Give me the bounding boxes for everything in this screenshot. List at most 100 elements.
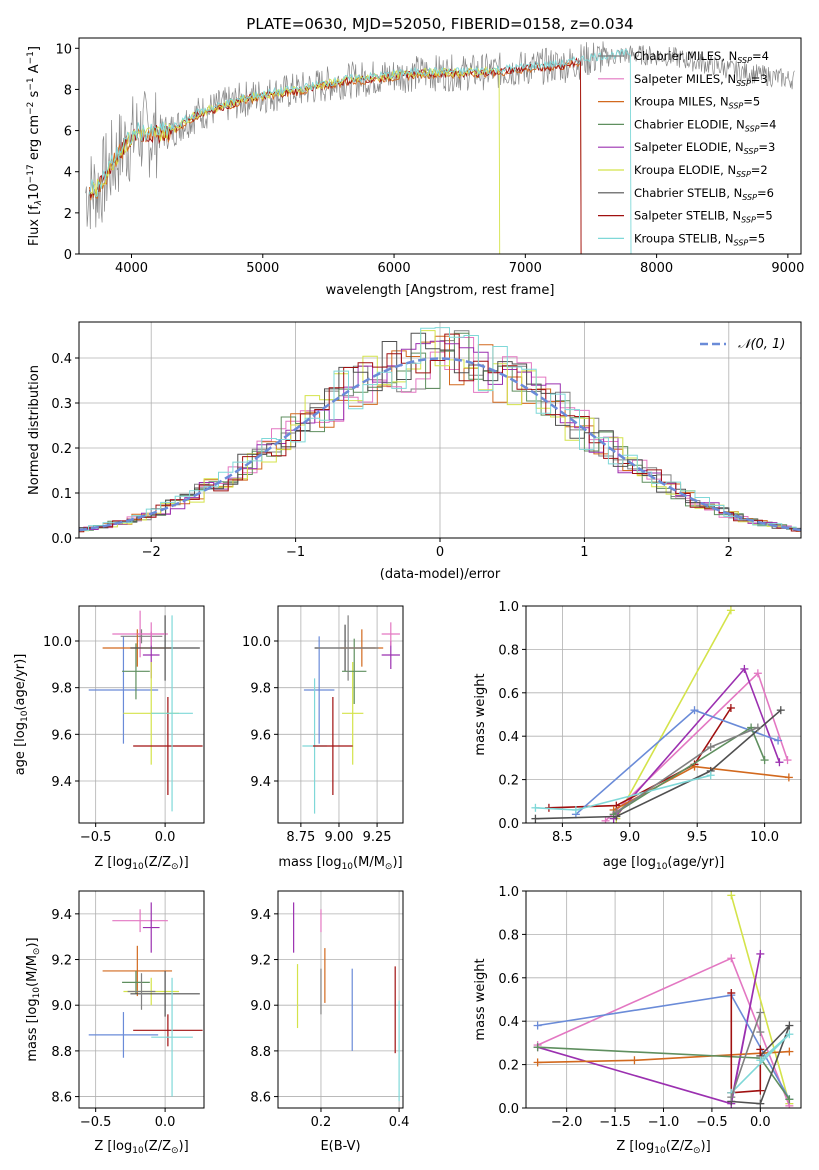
tick-label: −1 — [286, 545, 305, 560]
normal-curve — [79, 357, 801, 532]
spectrum-ylabel: Flux [fλ10−17 erg cm−2 s−1 A−1] — [26, 46, 44, 246]
tick-label: 0.4 — [498, 730, 519, 745]
errorbar-point — [133, 1014, 203, 1047]
errorbar-point — [133, 697, 203, 795]
model-spectrum — [89, 48, 632, 254]
errorbar-point — [120, 629, 163, 644]
tick-label: 4000 — [115, 261, 148, 276]
tick-label: −0.5 — [80, 1115, 112, 1130]
age-weight-panel: 8.5 9.0 9.5 10.0 0.0 0.2 0.4 0.6 0.8 1.0 age [log1… — [473, 600, 802, 872]
weight-marker — [776, 706, 785, 715]
weight-series — [727, 1008, 765, 1102]
z-age-marks — [88, 610, 203, 812]
weight-marker — [785, 1030, 794, 1039]
weight-marker — [601, 816, 610, 823]
weight-series — [612, 723, 762, 817]
legend-entry: Salpeter STELIB, NSSP=5 — [634, 209, 773, 225]
weight-marker — [753, 669, 762, 678]
errorbar-point — [130, 615, 200, 681]
tick-label: 8 — [64, 83, 72, 98]
mass-age-panel: 8.75 9.00 9.25 9.4 9.6 9.8 10.0 mass [log10(M/M… — [242, 605, 404, 872]
tick-label: −2.0 — [551, 1115, 583, 1130]
tick-label: 9.8 — [250, 682, 271, 697]
tick-label: 0.0 — [750, 1115, 771, 1130]
age-weight-xlabel: age [log10(age/yr)] — [603, 855, 725, 872]
tick-label: 1 — [580, 545, 588, 560]
weight-marker — [775, 758, 784, 767]
spectrum-legend: Chabrier MILES, NSSP=4 Salpeter MILES, NS… — [598, 49, 776, 247]
tick-label: −2 — [142, 545, 161, 560]
weight-marker — [756, 1056, 765, 1065]
weight-marker — [706, 743, 715, 752]
tick-label: 6 — [64, 125, 72, 140]
z-age-xlabel: Z [log10(Z/Z⊙)] — [94, 855, 188, 872]
z-weight-ylabel: mass weight — [473, 958, 488, 1040]
errorbar-point — [317, 615, 379, 681]
residuals-panel: −2 −1 0 1 2 0.0 0.1 0.2 0.3 0.4 (data-model)/erro… — [27, 321, 802, 582]
weight-line — [575, 709, 779, 815]
weight-series — [609, 664, 784, 823]
tick-label: 0.2 — [51, 442, 72, 457]
tick-label: 6000 — [378, 261, 411, 276]
legend-entry: Chabrier MILES, NSSP=4 — [634, 49, 769, 65]
weight-marker — [727, 954, 736, 963]
errorbar-point — [142, 902, 160, 953]
weight-marker — [726, 703, 735, 712]
tick-label: 0.0 — [498, 817, 519, 832]
weight-marker — [756, 1099, 765, 1108]
errorbar-point — [303, 636, 335, 744]
tick-label: 0.4 — [389, 1115, 410, 1130]
tick-label: 9.6 — [51, 728, 72, 743]
legend-entry: Chabrier STELIB, NSSP=6 — [634, 186, 774, 202]
weight-marker — [774, 736, 783, 745]
weight-line — [615, 609, 732, 820]
weight-marker — [533, 1058, 542, 1067]
legend-entry: Chabrier ELODIE, NSSP=4 — [634, 117, 776, 133]
legend-entry: Kroupa ELODIE, NSSP=2 — [634, 163, 768, 179]
residuals-ticks: −2 −1 0 1 2 0.0 0.1 0.2 0.3 0.4 — [51, 352, 733, 560]
z-weight-marks — [533, 891, 794, 1108]
tick-label: 0.2 — [311, 1115, 332, 1130]
tick-label: 1.0 — [498, 600, 519, 615]
weight-line — [537, 953, 762, 1105]
tick-label: 2 — [725, 545, 733, 560]
tick-label: 0 — [64, 248, 72, 263]
ebv-mass-xlabel: E(B-V) — [320, 1139, 360, 1154]
errorbar-point — [127, 973, 156, 1010]
weight-series — [571, 706, 783, 819]
spectrum-panel: PLATE=0630, MJD=52050, FIBERID=0158, z=0… — [26, 15, 804, 298]
tick-label: 0.6 — [498, 972, 519, 987]
mass-age-xlabel: mass [log10(M/M⊙)] — [278, 855, 402, 872]
tick-label: 9.6 — [250, 728, 271, 743]
weight-marker — [727, 891, 736, 900]
tick-label: 0.2 — [498, 1059, 519, 1074]
tick-label: 8.5 — [552, 830, 573, 845]
z-mass-frame — [78, 890, 205, 1109]
z-age-ylabel: age [log10(age/yr)] — [13, 654, 30, 776]
weight-marker — [760, 756, 769, 765]
weight-marker — [533, 1043, 542, 1052]
tick-label: 8.6 — [250, 1091, 271, 1106]
tick-label: 0.0 — [498, 1102, 519, 1117]
spectrum-content — [85, 41, 795, 254]
tick-label: 9.5 — [687, 830, 708, 845]
tick-label: 0.8 — [498, 928, 519, 943]
errorbar-point — [102, 945, 173, 997]
weight-marker — [756, 1045, 765, 1054]
mass-age-marks — [302, 615, 400, 814]
residuals-xlabel: (data-model)/error — [380, 567, 501, 582]
spectrum-lines — [85, 41, 795, 254]
tick-label: 9000 — [771, 261, 804, 276]
spectrum-xlabel: wavelength [Angstrom, rest frame] — [326, 283, 555, 298]
z-mass-panel: −0.5 0.0 8.6 8.8 9.0 9.2 9.4 Z [log10(Z/Z⊙)] mas… — [25, 890, 205, 1156]
mass-age-frame — [277, 605, 404, 824]
weight-marker — [740, 664, 749, 673]
weight-marker — [783, 756, 792, 765]
weight-line — [535, 709, 782, 820]
tick-label: 0.0 — [155, 1115, 176, 1130]
weight-marker — [756, 1028, 765, 1037]
spectrum-title: PLATE=0630, MJD=52050, FIBERID=0158, z=0… — [246, 15, 633, 33]
tick-label: −0.5 — [80, 830, 112, 845]
tick-label: 4 — [64, 166, 72, 181]
legend-entry: Salpeter ELODIE, NSSP=3 — [634, 140, 775, 156]
